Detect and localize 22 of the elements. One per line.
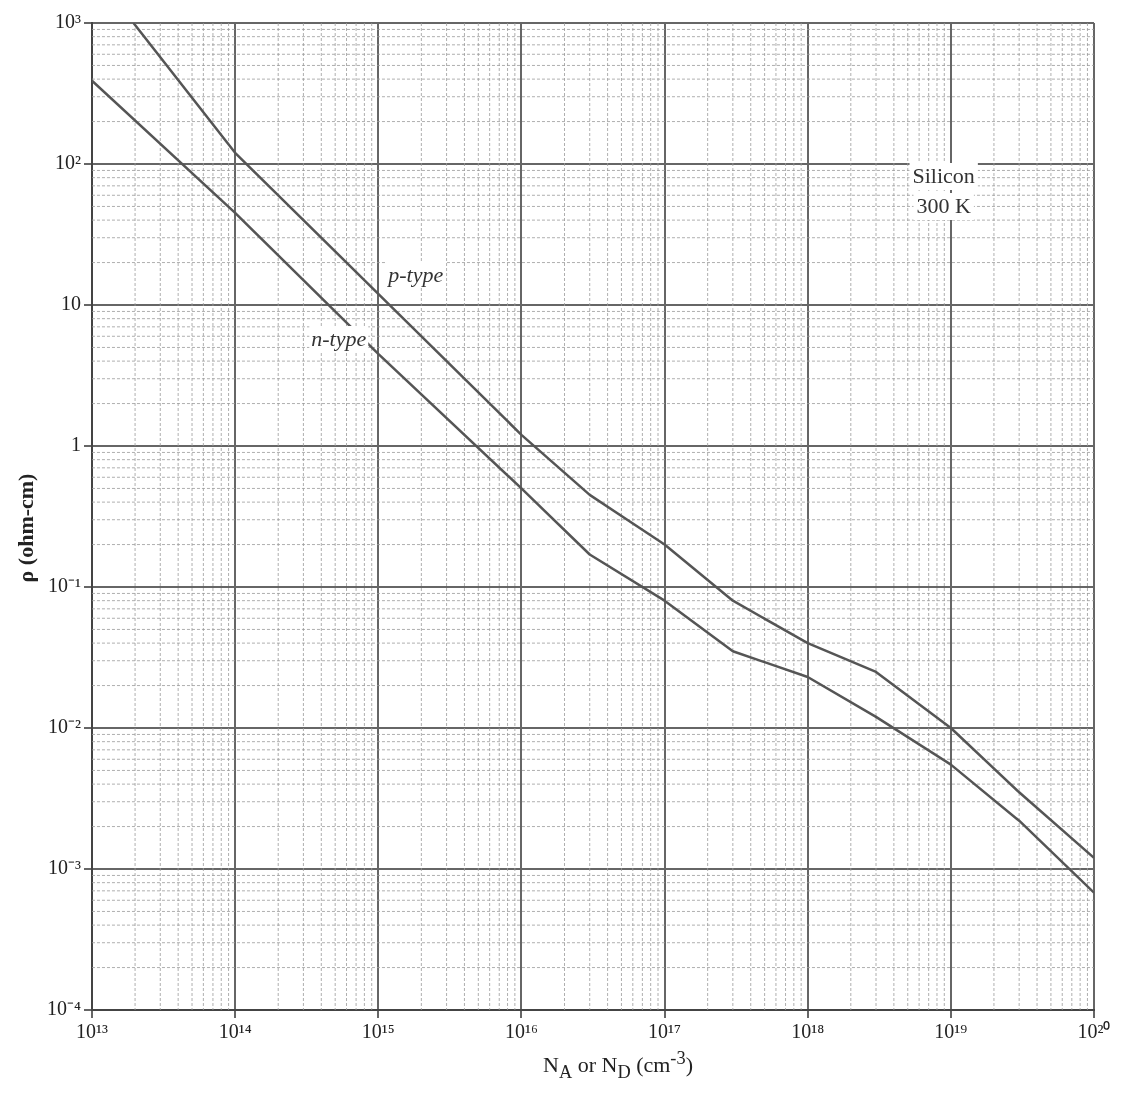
x-tick-label: 10¹⁹ — [934, 1020, 968, 1043]
x-tick-label: 10²⁰ — [1077, 1020, 1111, 1043]
x-tick-label: 10¹⁴ — [218, 1020, 252, 1043]
y-tick-label: 10 — [60, 292, 81, 315]
y-tick-label: 10² — [54, 151, 81, 174]
y-tick-label: 10⁻⁴ — [46, 997, 81, 1020]
x-tick-label: 10¹⁵ — [361, 1020, 395, 1043]
y-tick-label: 10⁻² — [47, 715, 81, 738]
x-tick-label: 10¹⁸ — [791, 1020, 825, 1043]
series-label: n-type — [311, 325, 367, 351]
annotation: 300 K — [916, 193, 971, 218]
x-tick-label: 10¹⁶ — [504, 1020, 538, 1043]
y-axis-title: ρ (ohm-cm) — [13, 473, 39, 583]
series-label: p-type — [386, 261, 444, 287]
x-tick-label: 10¹⁷ — [648, 1020, 682, 1043]
x-axis-title: N$_{A}$ or N$_{D}$ (cm$^{-3}$) — [542, 1048, 694, 1083]
annotation: Silicon — [912, 163, 975, 188]
y-tick-label: 10³ — [54, 10, 81, 33]
y-tick-label: 1 — [70, 433, 81, 456]
y-tick-label: 10⁻³ — [47, 856, 81, 879]
y-tick-label: 10⁻¹ — [47, 574, 81, 597]
x-tick-label: 10¹³ — [75, 1020, 108, 1043]
